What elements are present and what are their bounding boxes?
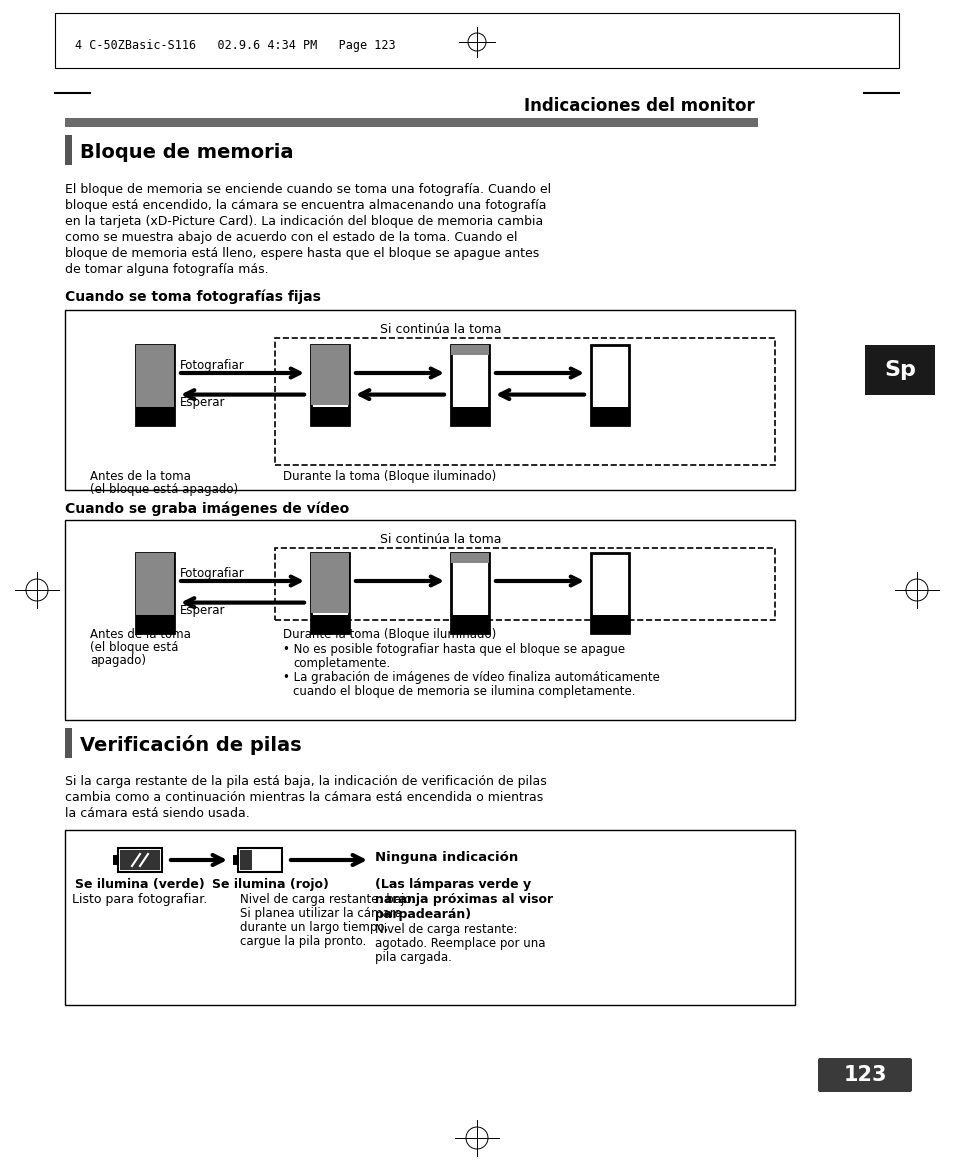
Bar xyxy=(864,345,934,395)
Bar xyxy=(311,616,349,633)
Bar xyxy=(136,345,173,425)
Text: Nivel de carga restante:: Nivel de carga restante: xyxy=(375,923,517,936)
Text: Cuando se graba imágenes de vídeo: Cuando se graba imágenes de vídeo xyxy=(65,502,349,517)
Bar xyxy=(451,553,489,633)
Text: • No es posible fotografiar hasta que el bloque se apague: • No es posible fotografiar hasta que el… xyxy=(283,643,624,656)
Text: Si continúa la toma: Si continúa la toma xyxy=(379,322,501,336)
Text: Verificación de pilas: Verificación de pilas xyxy=(80,734,301,755)
Bar xyxy=(233,854,237,865)
Bar xyxy=(274,338,774,464)
FancyBboxPatch shape xyxy=(817,1058,911,1092)
Text: Durante la toma (Bloque iluminado): Durante la toma (Bloque iluminado) xyxy=(283,470,496,483)
Text: Esperar: Esperar xyxy=(180,604,225,617)
Bar xyxy=(65,310,794,490)
Text: completamente.: completamente. xyxy=(293,656,390,670)
Text: Esperar: Esperar xyxy=(180,396,225,409)
Bar xyxy=(590,407,628,425)
Text: Si la carga restante de la pila está baja, la indicación de verificación de pila: Si la carga restante de la pila está baj… xyxy=(65,775,546,788)
Bar xyxy=(112,854,118,865)
Bar xyxy=(311,553,349,613)
Text: (Las lámparas verde y: (Las lámparas verde y xyxy=(375,878,531,890)
Text: bloque está encendido, la cámara se encuentra almacenando una fotografía: bloque está encendido, la cámara se encu… xyxy=(65,199,546,212)
Bar xyxy=(55,13,898,68)
Bar xyxy=(65,135,71,165)
Bar xyxy=(590,345,628,425)
Bar xyxy=(590,553,628,633)
Bar xyxy=(451,345,489,425)
Bar xyxy=(118,849,162,872)
Text: cambia como a continuación mientras la cámara está encendida o mientras: cambia como a continuación mientras la c… xyxy=(65,792,542,804)
Text: la cámara está siendo usada.: la cámara está siendo usada. xyxy=(65,807,250,819)
Text: apagado): apagado) xyxy=(90,654,146,667)
Text: Fotografiar: Fotografiar xyxy=(180,359,245,372)
Bar xyxy=(311,345,349,425)
Bar xyxy=(237,849,282,872)
Text: 123: 123 xyxy=(842,1065,886,1085)
Bar xyxy=(136,553,173,633)
Text: El bloque de memoria se enciende cuando se toma una fotografía. Cuando el: El bloque de memoria se enciende cuando … xyxy=(65,183,551,196)
Text: Si continúa la toma: Si continúa la toma xyxy=(379,533,501,546)
Text: Fotografiar: Fotografiar xyxy=(180,567,245,580)
Text: en la tarjeta (xD-Picture Card). La indicación del bloque de memoria cambia: en la tarjeta (xD-Picture Card). La indi… xyxy=(65,215,542,228)
Text: Antes de la toma: Antes de la toma xyxy=(90,470,191,483)
Bar xyxy=(274,548,774,620)
Text: pila cargada.: pila cargada. xyxy=(375,951,452,964)
Bar xyxy=(311,345,349,405)
Bar xyxy=(65,728,71,758)
Text: Listo para fotografiar.: Listo para fotografiar. xyxy=(72,893,208,906)
Bar xyxy=(311,553,349,633)
Text: Ninguna indicación: Ninguna indicación xyxy=(375,851,517,864)
Text: durante un largo tiempo,: durante un largo tiempo, xyxy=(240,921,388,934)
Text: cargue la pila pronto.: cargue la pila pronto. xyxy=(240,935,366,947)
Bar xyxy=(451,407,489,425)
Text: Durante la toma (Bloque iluminado): Durante la toma (Bloque iluminado) xyxy=(283,629,496,641)
Bar xyxy=(65,118,758,127)
Bar xyxy=(451,345,489,355)
Bar xyxy=(311,407,349,425)
Text: cuando el bloque de memoria se ilumina completamente.: cuando el bloque de memoria se ilumina c… xyxy=(293,684,635,698)
Bar xyxy=(65,520,794,721)
Text: 4 C-50ZBasic-S116   02.9.6 4:34 PM   Page 123: 4 C-50ZBasic-S116 02.9.6 4:34 PM Page 12… xyxy=(75,38,395,51)
Text: Indicaciones del monitor: Indicaciones del monitor xyxy=(524,97,754,115)
Bar xyxy=(136,345,173,425)
Text: Se ilumina (rojo): Se ilumina (rojo) xyxy=(212,878,328,890)
Text: naranja próximas al visor: naranja próximas al visor xyxy=(375,893,553,906)
Text: (el bloque está apagado): (el bloque está apagado) xyxy=(90,483,238,496)
Text: Se ilumina (verde): Se ilumina (verde) xyxy=(75,878,205,890)
Text: Sp: Sp xyxy=(883,360,915,379)
Text: parpadearán): parpadearán) xyxy=(375,908,471,921)
Bar xyxy=(451,616,489,633)
Text: Cuando se toma fotografías fijas: Cuando se toma fotografías fijas xyxy=(65,290,320,305)
Text: • La grabación de imágenes de vídeo finaliza automáticamente: • La grabación de imágenes de vídeo fina… xyxy=(283,670,659,684)
Text: Antes de la toma: Antes de la toma xyxy=(90,629,191,641)
Bar xyxy=(136,407,173,425)
Bar xyxy=(451,553,489,562)
Text: (el bloque está: (el bloque está xyxy=(90,641,178,654)
Bar xyxy=(136,553,173,633)
Text: Nivel de carga restante: bajo.: Nivel de carga restante: bajo. xyxy=(240,893,415,906)
Bar xyxy=(240,850,252,870)
Text: bloque de memoria está lleno, espere hasta que el bloque se apague antes: bloque de memoria está lleno, espere has… xyxy=(65,247,538,260)
Text: Si planea utilizar la cámara: Si planea utilizar la cámara xyxy=(240,907,401,920)
Bar xyxy=(120,850,160,870)
Bar xyxy=(65,830,794,1005)
Text: como se muestra abajo de acuerdo con el estado de la toma. Cuando el: como se muestra abajo de acuerdo con el … xyxy=(65,230,517,244)
Bar xyxy=(590,616,628,633)
Text: agotado. Reemplace por una: agotado. Reemplace por una xyxy=(375,937,545,950)
Text: Bloque de memoria: Bloque de memoria xyxy=(80,142,294,162)
Bar xyxy=(136,616,173,633)
Text: de tomar alguna fotografía más.: de tomar alguna fotografía más. xyxy=(65,263,269,276)
